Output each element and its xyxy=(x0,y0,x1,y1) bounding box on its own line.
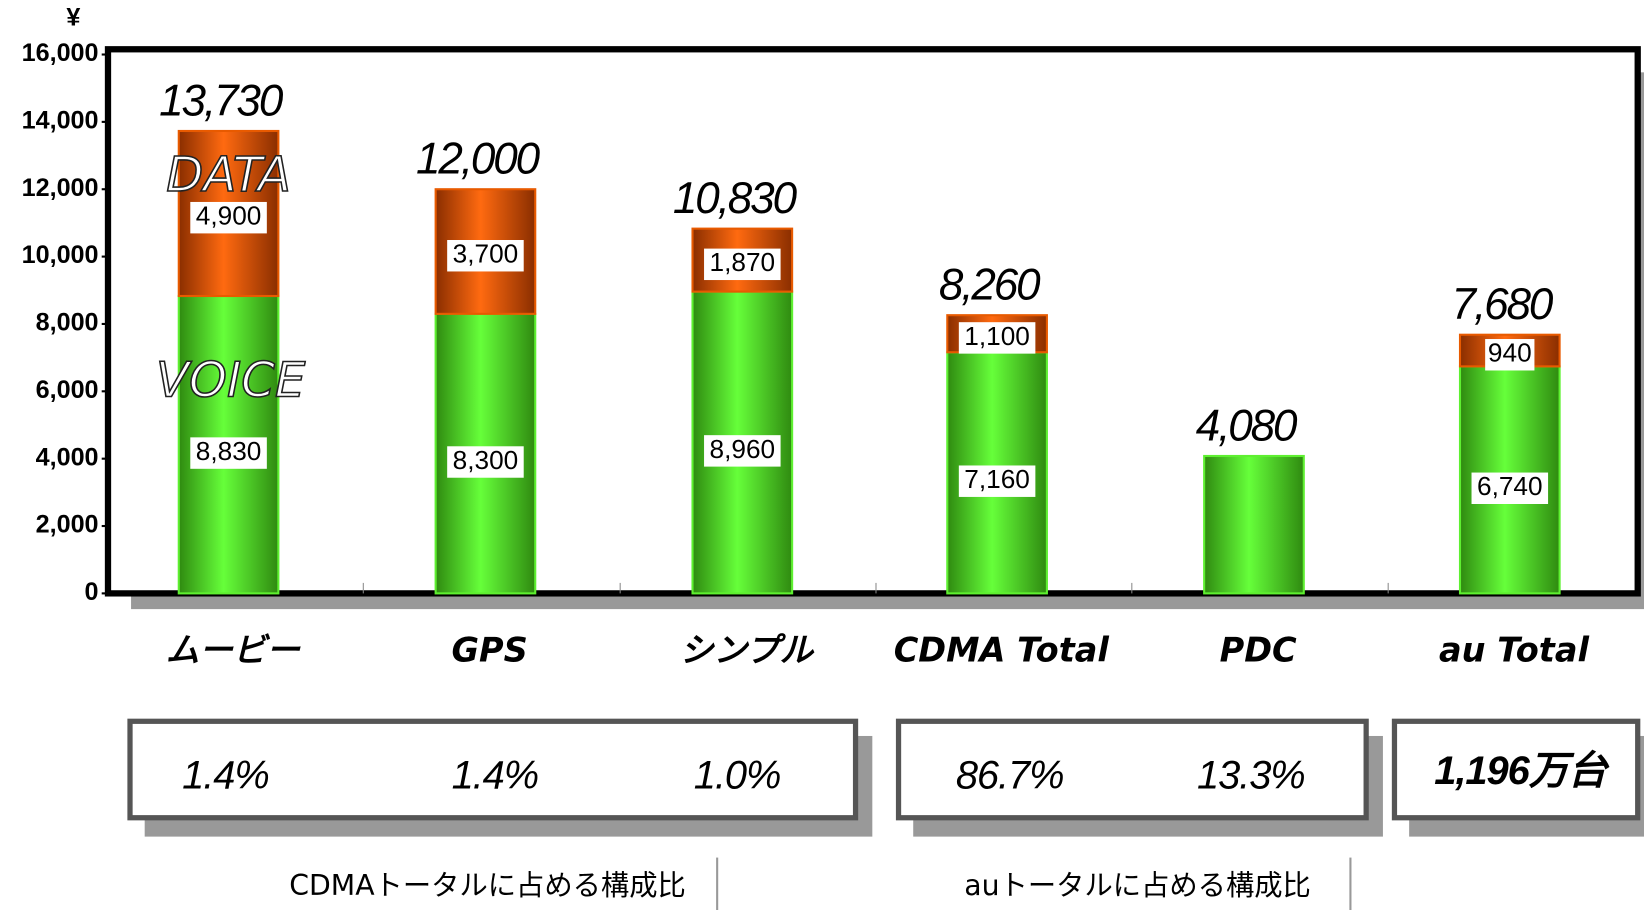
total-label: 10,830 xyxy=(673,174,798,223)
label-bg xyxy=(958,322,1036,354)
y-axis-label: ¥ xyxy=(66,4,80,32)
y-tick-label: 16,000 xyxy=(22,39,99,67)
data-label: 1,870 xyxy=(710,247,776,277)
x-tick-label: GPS xyxy=(452,631,528,670)
series-label: VOICE xyxy=(156,353,306,409)
label-bg xyxy=(704,435,781,467)
data-label: 4,900 xyxy=(196,201,262,231)
subscribers: 1,196万台 xyxy=(1434,749,1609,793)
data-label: 3,700 xyxy=(453,239,519,269)
total-label: 12,000 xyxy=(416,135,541,184)
x-tick-label: シンプル xyxy=(680,631,815,670)
share-boxes xyxy=(127,718,1644,910)
y-tick-label: 4,000 xyxy=(36,443,99,471)
share-value: 1.0% xyxy=(694,753,781,797)
label-bg xyxy=(447,240,524,272)
x-tick-label: PDC xyxy=(1220,631,1297,670)
total-label: 7,680 xyxy=(1452,280,1554,329)
bar-segment xyxy=(1203,454,1305,595)
data-label: 7,160 xyxy=(964,464,1030,494)
series-label: DATA xyxy=(166,147,291,203)
y-tick-label: 2,000 xyxy=(36,511,99,539)
x-tick-label: au Total xyxy=(1439,631,1589,670)
share-caption: auトータルに占める構成比 xyxy=(964,869,1311,902)
y-tick-label: 14,000 xyxy=(22,107,99,135)
data-label: 940 xyxy=(1488,338,1532,368)
label-bg xyxy=(704,248,781,281)
plot-frame xyxy=(104,46,1641,597)
label-bg xyxy=(190,201,267,234)
y-tick-label: 10,000 xyxy=(22,241,99,269)
share-box xyxy=(127,718,859,821)
data-label: 1,100 xyxy=(964,321,1030,351)
share-box xyxy=(895,718,1369,821)
label-bg xyxy=(190,437,267,469)
share-caption: CDMAトータルに占める構成比 xyxy=(289,869,686,902)
data-label: 6,740 xyxy=(1477,471,1543,501)
share-value: 1.4% xyxy=(182,753,269,797)
label-bg xyxy=(1485,339,1535,371)
share-value: 1.4% xyxy=(452,753,539,797)
data-label: 8,960 xyxy=(710,434,776,464)
total-label: 8,260 xyxy=(939,261,1041,310)
share-value: 86.7% xyxy=(956,753,1064,797)
total-label: 13,730 xyxy=(159,76,284,125)
share-value: 13.3% xyxy=(1197,753,1305,797)
y-tick-label: 0 xyxy=(85,578,99,606)
y-tick-label: 6,000 xyxy=(36,376,99,404)
y-tick-label: 12,000 xyxy=(22,174,99,202)
share-box xyxy=(1391,718,1641,821)
label-bg xyxy=(1471,472,1549,505)
data-label: 8,830 xyxy=(196,436,262,466)
x-tick-label: CDMA Total xyxy=(894,631,1110,670)
label-bg xyxy=(958,465,1036,497)
data-label: 8,300 xyxy=(453,445,519,475)
label-bg xyxy=(447,446,524,478)
total-label: 4,080 xyxy=(1196,401,1298,450)
y-tick-label: 8,000 xyxy=(36,309,99,337)
x-tick-label: ムービー xyxy=(166,631,302,670)
